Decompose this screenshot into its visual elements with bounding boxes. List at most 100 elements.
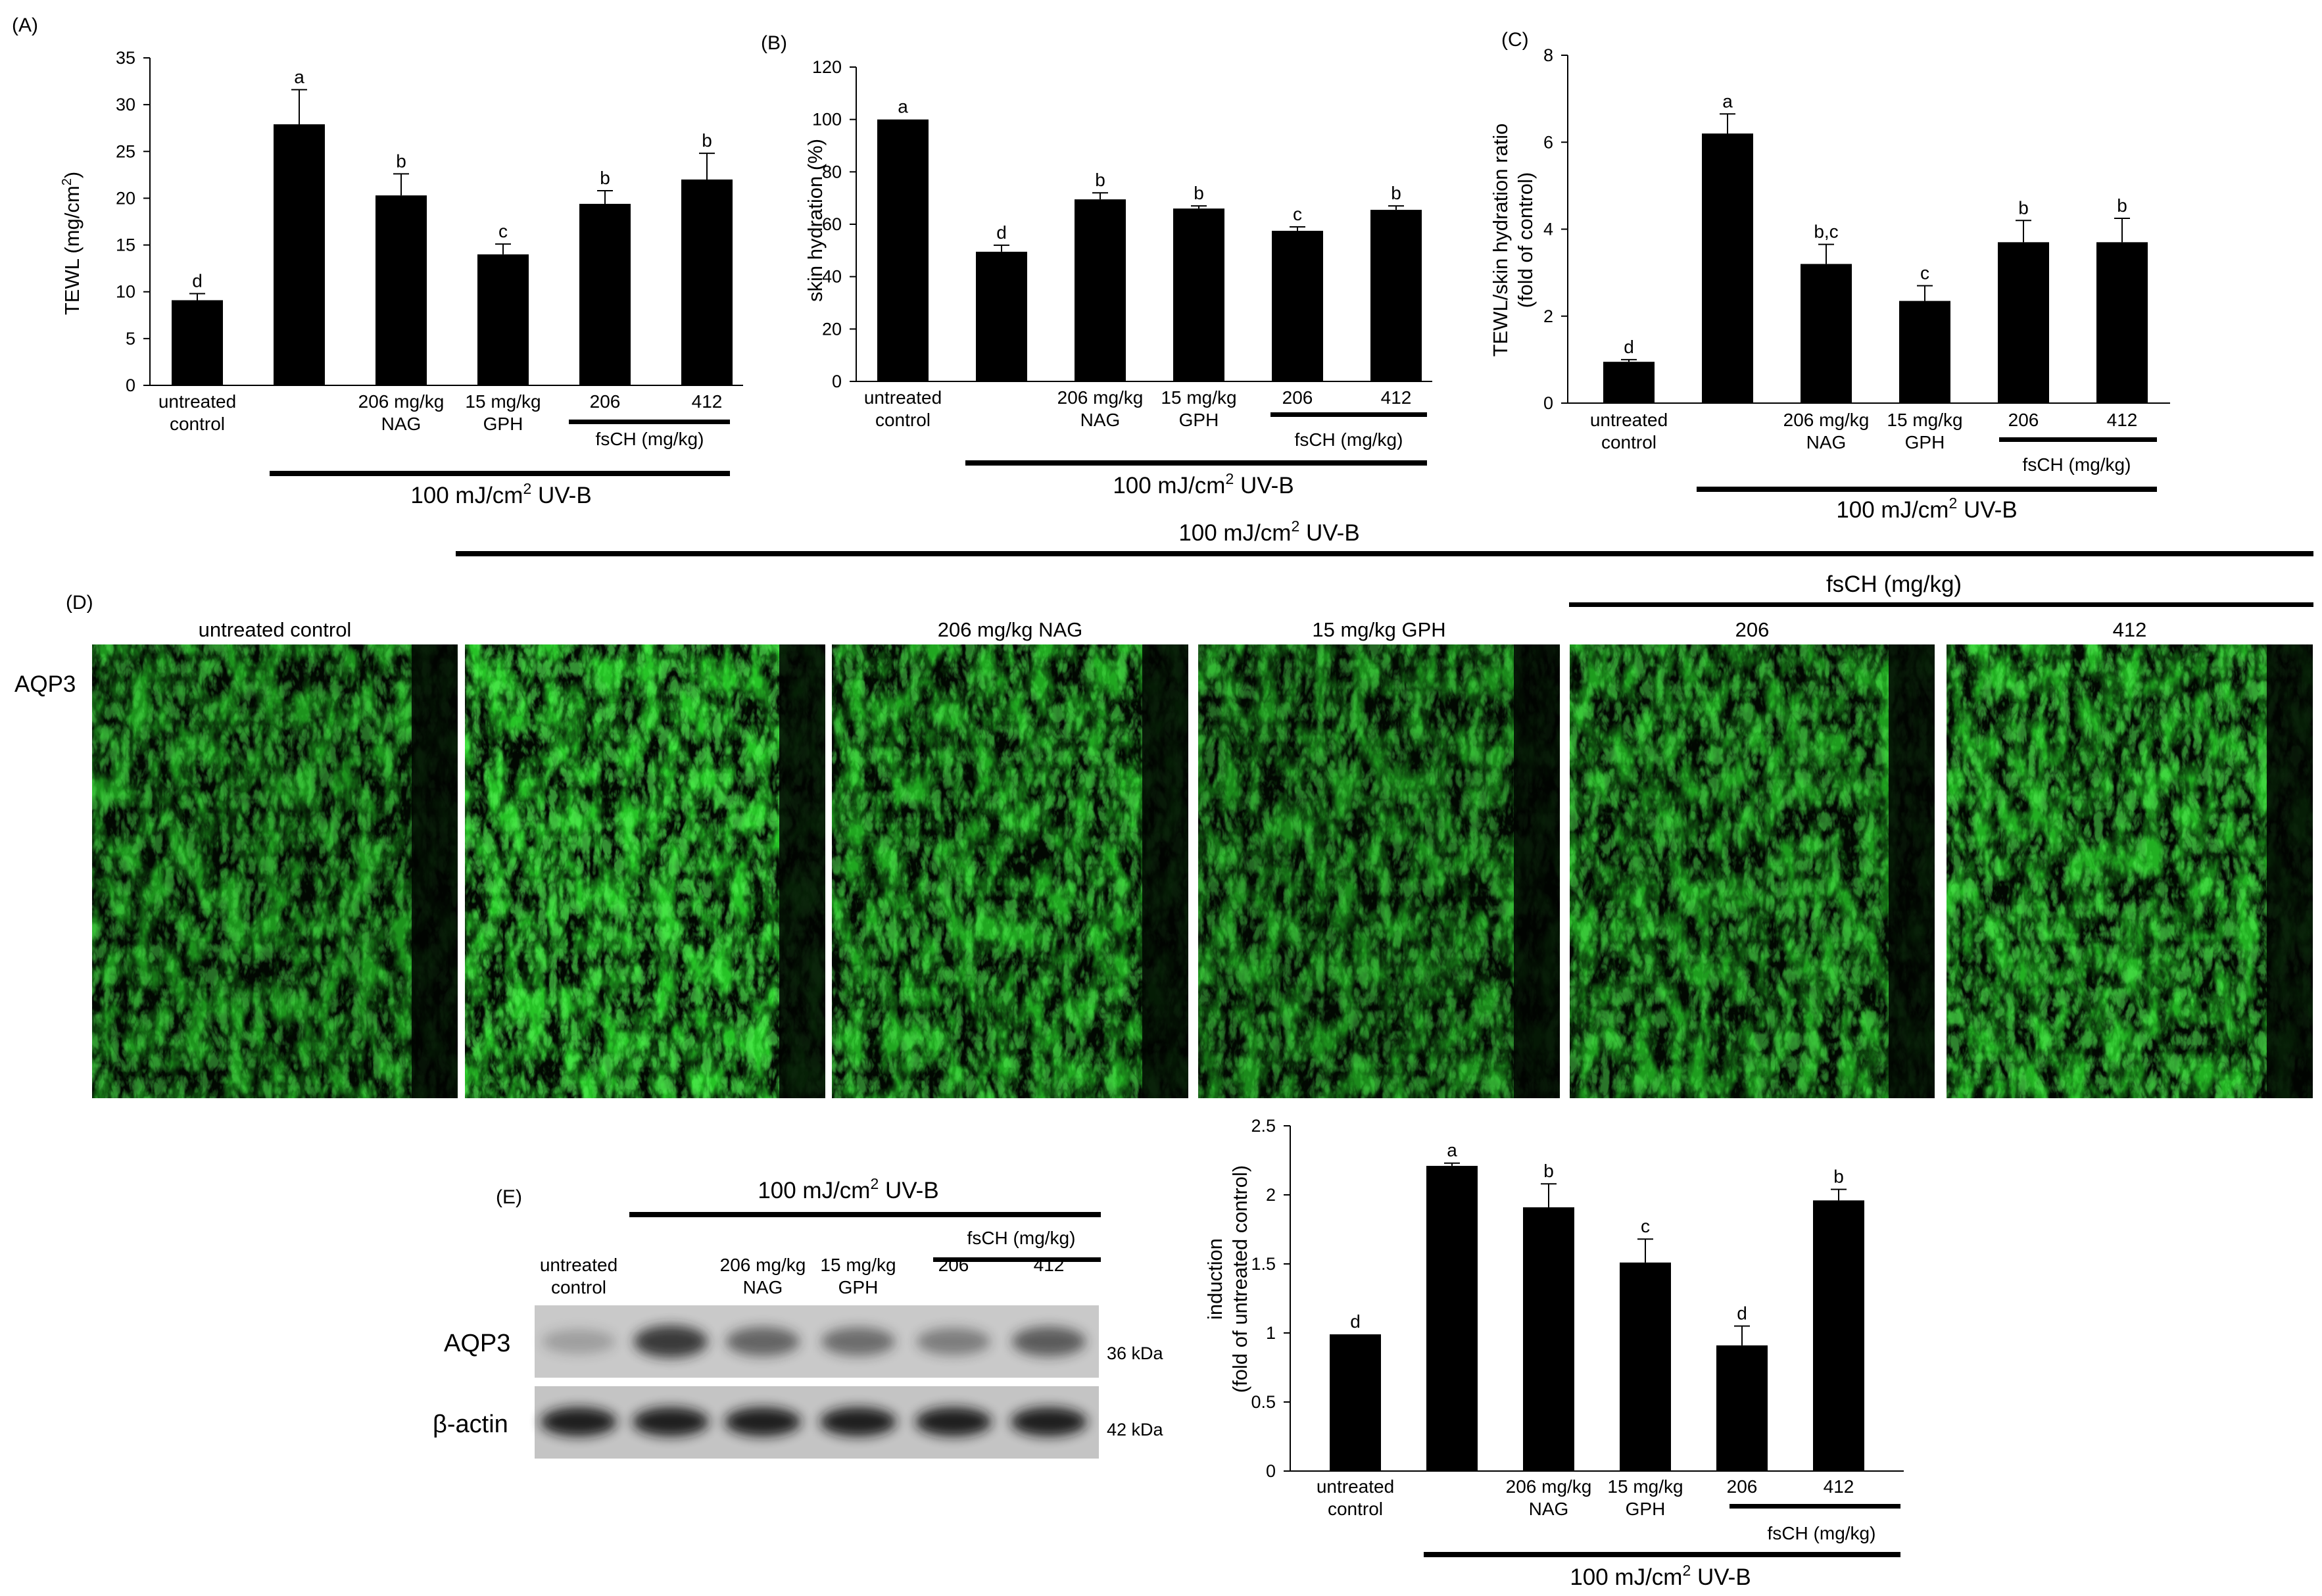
chart-c-fsch-label: fsCH (mg/kg) bbox=[2023, 454, 2131, 475]
microscopy-image-3: 206 mg/kg NAG bbox=[832, 618, 1188, 1098]
chart-a-yaxis-label: TEWL (mg/cm2) bbox=[60, 172, 84, 315]
microscopy-image-4: 15 mg/kg GPH bbox=[1198, 618, 1560, 1098]
panel-letter-d: (D) bbox=[66, 592, 93, 614]
chart-a-tewl: TEWL (mg/cm2) 0 5 10 15 20 25 30 35 d untreatedco… bbox=[60, 48, 743, 434]
chart-c-ratio: TEWL/skin hydration ratio (fold of contr… bbox=[1489, 45, 2170, 452]
chart-a-significance-label: d bbox=[192, 271, 203, 291]
chart-a-significance-label: b bbox=[600, 168, 610, 188]
chart-b-ytick-label: 60 bbox=[822, 214, 842, 234]
chart-b-significance-label: b bbox=[1391, 183, 1401, 203]
microscopy-edge bbox=[1889, 644, 1935, 1098]
chart-e-significance-label: d bbox=[1737, 1303, 1747, 1324]
chart-e-fsch-label: fsCH (mg/kg) bbox=[1768, 1523, 1876, 1543]
chart-b-category-label: 206 mg/kg bbox=[1057, 387, 1144, 408]
panel-e-uvb-bracket: 100 mJ/cm2 UV-B bbox=[629, 1175, 1101, 1217]
chart-a-ytick-label: 20 bbox=[116, 188, 135, 208]
microscopy-label: 206 mg/kg NAG bbox=[938, 618, 1083, 641]
microscopy-edge bbox=[412, 644, 458, 1098]
chart-b-yaxis-label: skin hydration (%) bbox=[804, 139, 827, 302]
panel-letter-b: (B) bbox=[761, 32, 787, 54]
chart-c-category-label: 412 bbox=[2107, 410, 2138, 430]
chart-b-skin-hydration: skin hydration (%) 0 20 40 60 80 100 120 a untre… bbox=[804, 57, 1432, 430]
chart-e-yaxis-label: induction bbox=[1203, 1238, 1226, 1320]
aqp3-kda-label: 36 kDa bbox=[1107, 1343, 1164, 1363]
microscopy-label: untreated control bbox=[199, 618, 352, 641]
chart-e-category-label: 206 mg/kg bbox=[1506, 1476, 1592, 1497]
blot-lane-label: control bbox=[551, 1277, 606, 1297]
chart-c-significance-label: d bbox=[1624, 337, 1634, 357]
panel-d-row-label: AQP3 bbox=[14, 671, 76, 697]
chart-b-category-label: NAG bbox=[1080, 410, 1121, 430]
microscopy-edge bbox=[1514, 644, 1560, 1098]
chart-c-bar bbox=[2096, 242, 2148, 403]
chart-a-category-label: GPH bbox=[483, 414, 523, 434]
chart-e-significance-label: b bbox=[1833, 1167, 1844, 1187]
microscopy-image-5: 206 bbox=[1570, 618, 1935, 1098]
chart-c-category-label: 206 mg/kg bbox=[1783, 410, 1870, 430]
microscopy-image-6: 412 bbox=[1947, 618, 2313, 1098]
chart-b-category-label: 206 bbox=[1282, 387, 1313, 408]
chart-e-bar bbox=[1523, 1207, 1574, 1471]
chart-b-bar bbox=[1173, 208, 1224, 381]
chart-e-category-label: 15 mg/kg bbox=[1607, 1476, 1683, 1497]
chart-b-bar bbox=[1075, 199, 1126, 381]
panel-letter-c: (C) bbox=[1501, 29, 1529, 51]
panel-d-fsch-label: fsCH (mg/kg) bbox=[1826, 571, 1962, 597]
chart-e-bracket-fsch: fsCH (mg/kg) bbox=[1729, 1504, 1900, 1543]
microscopy-label: 412 bbox=[2113, 618, 2147, 641]
aqp3-band bbox=[634, 1325, 708, 1358]
actin-band bbox=[633, 1407, 709, 1436]
chart-b-bracket-uvb: 100 mJ/cm2 UV-B bbox=[965, 460, 1427, 498]
chart-c-bracket-uvb: 100 mJ/cm2 UV-B bbox=[1697, 487, 2157, 523]
chart-c-yaxis-label-2: (fold of control) bbox=[1514, 172, 1537, 308]
chart-a-significance-label: b bbox=[396, 151, 406, 171]
chart-a-uvb-label: 100 mJ/cm2 UV-B bbox=[410, 480, 591, 508]
chart-c-bar bbox=[1998, 242, 2049, 403]
chart-e-category-label: NAG bbox=[1529, 1499, 1569, 1519]
chart-a-bar bbox=[172, 300, 223, 385]
chart-a-category-label: untreated bbox=[158, 391, 236, 412]
chart-a-ytick-label: 5 bbox=[126, 329, 135, 349]
chart-b-ytick-label: 40 bbox=[822, 267, 842, 287]
chart-a-bracket-fsch: fsCH (mg/kg) bbox=[569, 420, 730, 449]
panel-d-uvb-bracket: 100 mJ/cm2 UV-B bbox=[456, 518, 2313, 556]
chart-c-significance-label: a bbox=[1722, 91, 1733, 111]
chart-a-bracket-uvb: 100 mJ/cm2 UV-B bbox=[270, 471, 730, 508]
chart-c-bar bbox=[1702, 133, 1753, 403]
chart-c-ytick-label: 4 bbox=[1543, 220, 1553, 239]
chart-e-yaxis-label-2: (fold of untreated control) bbox=[1228, 1165, 1251, 1393]
chart-a-ytick-label: 15 bbox=[116, 235, 135, 255]
microscopy-edge bbox=[2267, 644, 2313, 1098]
chart-c-bracket-fsch: fsCH (mg/kg) bbox=[1999, 437, 2157, 475]
chart-b-ytick-label: 80 bbox=[822, 162, 842, 181]
chart-c-category-label: 206 bbox=[2008, 410, 2039, 430]
chart-a-category-label: NAG bbox=[381, 414, 422, 434]
blot-actin-membrane bbox=[535, 1386, 1099, 1459]
chart-a-bar bbox=[274, 124, 325, 385]
chart-a-significance-label: a bbox=[294, 66, 304, 87]
actin-band bbox=[725, 1407, 801, 1436]
chart-e-bracket-uvb: 100 mJ/cm2 UV-B bbox=[1424, 1552, 1900, 1590]
chart-c-significance-label: b bbox=[2018, 197, 2029, 218]
chart-a-category-label: control bbox=[170, 414, 225, 434]
blot-lane-label: NAG bbox=[743, 1277, 783, 1297]
chart-b-significance-label: c bbox=[1293, 204, 1302, 224]
chart-e-bar bbox=[1813, 1200, 1864, 1471]
aqp3-band-label: AQP3 bbox=[444, 1330, 510, 1357]
chart-b-category-label: 412 bbox=[1381, 387, 1412, 408]
actin-band bbox=[541, 1407, 617, 1436]
microscopy-edge bbox=[779, 644, 825, 1098]
chart-a-category-label: 15 mg/kg bbox=[465, 391, 541, 412]
microscopy-image-1: untreated control bbox=[92, 618, 458, 1098]
blot-lane-label: 206 mg/kg bbox=[720, 1255, 806, 1275]
chart-e-uvb-label: 100 mJ/cm2 UV-B bbox=[1570, 1562, 1751, 1590]
chart-e-bar bbox=[1330, 1334, 1381, 1471]
chart-e-ytick-label: 1.5 bbox=[1251, 1254, 1276, 1274]
svg-text:TEWL (mg/cm2): TEWL (mg/cm2) bbox=[60, 172, 84, 315]
actin-band bbox=[820, 1407, 896, 1436]
chart-c-significance-label: c bbox=[1920, 262, 1929, 283]
chart-c-uvb-label: 100 mJ/cm2 UV-B bbox=[1836, 495, 2017, 523]
chart-a-ytick-label: 35 bbox=[116, 48, 135, 68]
chart-e-ytick-label: 1 bbox=[1266, 1323, 1276, 1343]
